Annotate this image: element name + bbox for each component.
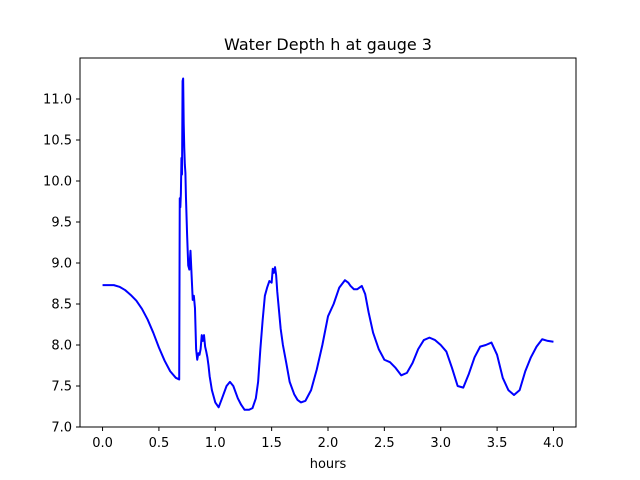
plot-area (102, 77, 554, 411)
x-tick-label: 1.0 (205, 436, 226, 451)
x-tick-label: 1.5 (261, 436, 282, 451)
x-tick-label: 0.0 (92, 436, 113, 451)
y-tick-label: 7.5 (51, 380, 72, 395)
x-axis: 0.0 0.5 1.0 1.5 2.0 2.5 3.0 3.5 4.0 (92, 427, 564, 451)
y-tick-label: 8.0 (51, 339, 72, 354)
y-tick-label: 9.0 (51, 257, 72, 272)
x-tick-label: 3.5 (487, 436, 508, 451)
y-tick-label: 8.5 (51, 298, 72, 313)
x-tick-label: 3.0 (430, 436, 451, 451)
y-tick-label: 9.5 (51, 216, 72, 231)
y-tick-label: 10.5 (43, 134, 72, 149)
y-tick-label: 11.0 (43, 93, 72, 108)
y-axis: 7.0 7.5 8.0 8.5 9.0 9.5 10.0 10.5 11.0 (43, 93, 80, 436)
chart-title: Water Depth h at gauge 3 (224, 35, 432, 54)
y-tick-label: 7.0 (51, 421, 72, 436)
x-tick-label: 2.0 (318, 436, 339, 451)
x-tick-label: 4.0 (543, 436, 564, 451)
y-tick-label: 10.0 (43, 175, 72, 190)
series-line (102, 77, 554, 411)
x-tick-label: 2.5 (374, 436, 395, 451)
x-axis-label: hours (310, 457, 347, 472)
x-tick-label: 0.5 (149, 436, 170, 451)
